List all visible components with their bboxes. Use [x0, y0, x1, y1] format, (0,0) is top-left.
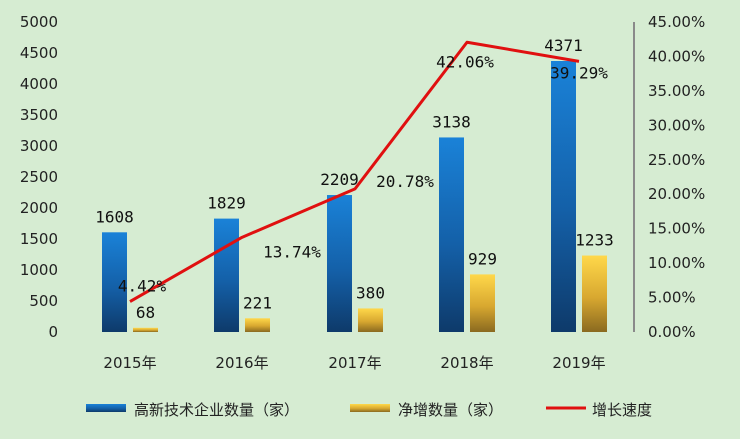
right-axis: 0.00% 5.00% 10.00% 15.00% 20.00% 25.00% 30.00%…	[648, 13, 705, 341]
data-label-growth: 42.06%	[436, 52, 494, 71]
right-tick-label: 45.00%	[648, 13, 705, 31]
data-label-growth: 20.78%	[376, 172, 434, 191]
left-tick-label: 5000	[20, 13, 58, 31]
left-tick-label: 0	[48, 323, 58, 341]
data-label-net-increase: 929	[468, 249, 497, 268]
data-label-enterprises: 1608	[95, 207, 134, 226]
left-tick-label: 1500	[20, 230, 58, 248]
left-tick-label: 500	[29, 292, 58, 310]
right-tick-label: 40.00%	[648, 47, 705, 65]
category-label: 2016年	[215, 354, 268, 372]
legend-label-growth: 增长速度	[592, 401, 652, 419]
legend-label-enterprises: 高新技术企业数量（家）	[134, 401, 299, 419]
legend-label-net-increase: 净增数量（家）	[398, 401, 503, 419]
bar-enterprises	[327, 195, 352, 332]
category-label: 2019年	[552, 354, 605, 372]
bar-enterprises	[439, 137, 464, 332]
right-tick-label: 5.00%	[648, 289, 696, 307]
left-tick-label: 4000	[20, 75, 58, 93]
left-tick-label: 2000	[20, 199, 58, 217]
bar-enterprises	[551, 60, 576, 333]
right-tick-label: 10.00%	[648, 254, 705, 272]
data-label-enterprises: 2209	[320, 170, 359, 189]
data-label-net-increase: 221	[243, 293, 272, 312]
data-label-enterprises: 3138	[432, 112, 471, 131]
legend-swatch-net-increase	[350, 404, 390, 412]
category-label: 2015年	[103, 354, 156, 372]
data-label-growth: 13.74%	[263, 242, 321, 261]
bar-enterprises	[102, 232, 127, 332]
data-label-enterprises: 1829	[207, 194, 246, 213]
data-label-growth: 39.29%	[550, 63, 608, 82]
left-tick-label: 2500	[20, 168, 58, 186]
data-label-net-increase: 68	[136, 303, 155, 322]
data-labels: 1608 68 1829 221 2209 380 3138 929 4371 1233 4.42%…	[95, 36, 614, 322]
category-label: 2018年	[440, 354, 493, 372]
left-tick-label: 4500	[20, 44, 58, 62]
left-tick-label: 1000	[20, 261, 58, 279]
data-label-enterprises: 4371	[544, 36, 583, 55]
category-label: 2017年	[328, 354, 381, 372]
data-label-net-increase: 1233	[575, 231, 614, 250]
left-tick-label: 3500	[20, 106, 58, 124]
bar-net-increase	[582, 255, 607, 332]
bar-net-increase	[470, 274, 495, 332]
data-label-growth: 4.42%	[118, 277, 167, 296]
left-axis: 0 500 1000 1500 2000 2500 3000 3500 4000 4500 5000	[20, 13, 58, 341]
x-axis: 2015年 2016年 2017年 2018年 2019年	[103, 354, 605, 372]
bar-net-increase	[245, 318, 270, 332]
bar-net-increase	[133, 327, 158, 332]
data-label-net-increase: 380	[356, 283, 385, 302]
right-tick-label: 15.00%	[648, 220, 705, 238]
right-tick-label: 0.00%	[648, 323, 696, 341]
left-tick-label: 3000	[20, 137, 58, 155]
bar-enterprises	[214, 218, 239, 332]
right-tick-label: 35.00%	[648, 82, 705, 100]
growth-line	[129, 40, 580, 303]
growth-rate-line	[129, 40, 580, 303]
legend: 高新技术企业数量（家） 净增数量（家） 增长速度	[86, 401, 652, 419]
right-tick-label: 25.00%	[648, 151, 705, 169]
bars	[102, 60, 607, 333]
bar-net-increase	[358, 308, 383, 332]
legend-swatch-enterprises	[86, 404, 126, 412]
right-tick-label: 30.00%	[648, 116, 705, 134]
right-tick-label: 20.00%	[648, 185, 705, 203]
